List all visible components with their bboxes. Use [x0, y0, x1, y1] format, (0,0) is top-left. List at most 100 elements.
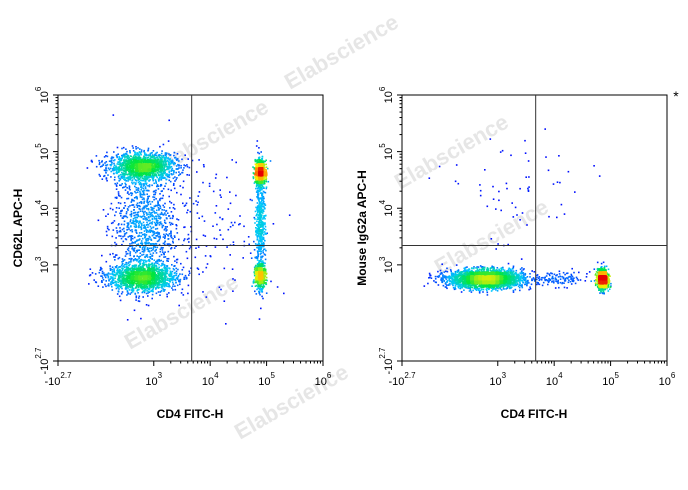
event-dot: [262, 212, 264, 214]
event-dot: [138, 271, 140, 274]
event-dot: [174, 180, 176, 182]
event-dot: [109, 167, 112, 170]
event-dot: [179, 280, 181, 283]
event-dot: [166, 270, 169, 273]
event-dot: [112, 156, 115, 159]
event-dot: [147, 250, 150, 252]
event-dot: [160, 284, 163, 286]
event-dot: [124, 185, 127, 188]
event-dot: [136, 197, 138, 200]
event-dot: [160, 172, 163, 174]
event-dot: [157, 179, 160, 182]
event-dot: [176, 153, 179, 155]
event-dot: [265, 279, 268, 281]
event-dot: [171, 279, 173, 282]
event-dot: [186, 174, 188, 176]
event-dot: [161, 285, 163, 288]
event-dot: [119, 202, 122, 205]
event-dot: [148, 177, 150, 179]
event-dot: [170, 170, 172, 172]
event-dot: [161, 277, 164, 279]
event-dot: [127, 269, 130, 272]
event-dot: [105, 215, 107, 217]
event-dot: [129, 220, 132, 223]
event-dot: [142, 268, 144, 271]
event-dot: [126, 280, 129, 282]
event-dot: [159, 237, 161, 239]
event-dot: [155, 232, 158, 234]
event-dot: [114, 166, 116, 169]
event-dot: [139, 226, 142, 228]
event-dot: [130, 282, 133, 284]
event-dot: [259, 287, 261, 289]
event-dot: [124, 274, 127, 277]
event-dot: [131, 172, 133, 175]
event-dot: [247, 236, 250, 238]
event-dot: [261, 295, 263, 298]
event-dot: [259, 253, 262, 255]
event-dot: [113, 159, 115, 162]
event-dot: [256, 206, 259, 209]
event-dot: [154, 224, 157, 227]
event-dot: [159, 161, 161, 164]
event-dot: [159, 154, 161, 156]
event-dot: [124, 269, 126, 271]
event-dot: [127, 155, 130, 157]
event-dot: [138, 273, 140, 275]
event-dot: [145, 204, 147, 207]
event-dot: [159, 157, 161, 159]
event-dot: [160, 253, 163, 256]
event-dot: [123, 278, 125, 280]
event-dot: [144, 177, 147, 180]
event-dot: [152, 169, 154, 172]
event-dot: [258, 265, 260, 267]
event-dot: [196, 267, 199, 269]
event-dot: [150, 209, 153, 211]
event-dot: [163, 242, 166, 244]
event-dot: [262, 242, 264, 245]
event-dot: [129, 293, 131, 295]
event-dot: [166, 260, 168, 262]
event-dot: [153, 173, 156, 175]
event-dot: [254, 210, 257, 213]
event-dot: [149, 230, 152, 233]
event-dot: [121, 291, 124, 293]
event-dot: [138, 182, 141, 185]
event-dot: [159, 160, 162, 162]
event-dot: [102, 286, 104, 288]
event-dot: [136, 260, 138, 262]
event-dot: [195, 238, 198, 241]
event-dot: [176, 177, 178, 179]
event-dot: [149, 152, 152, 155]
event-dot: [142, 212, 145, 214]
event-dot: [147, 280, 150, 282]
event-dot: [100, 267, 102, 269]
event-dot: [143, 202, 145, 204]
event-dot: [161, 283, 164, 285]
event-dot: [132, 147, 134, 149]
event-dot: [260, 182, 263, 184]
event-dot: [264, 232, 267, 235]
event-dot: [188, 237, 190, 240]
event-dot: [260, 283, 263, 285]
event-dot: [117, 191, 120, 193]
event-dot: [136, 280, 139, 282]
event-dot: [261, 188, 263, 191]
event-dot: [164, 273, 167, 275]
event-dot: [136, 278, 139, 281]
event-dot: [162, 272, 165, 274]
event-dot: [164, 212, 166, 214]
event-dot: [257, 189, 260, 192]
event-dot: [253, 274, 256, 277]
event-dot: [259, 208, 261, 210]
event-dot: [102, 209, 105, 211]
event-dot: [121, 267, 123, 269]
event-dot: [165, 233, 168, 235]
event-dot: [122, 279, 124, 282]
event-dot: [202, 164, 205, 166]
event-dot: [258, 216, 261, 219]
event-dot: [262, 261, 265, 264]
event-dot: [119, 212, 121, 215]
event-dot: [232, 241, 235, 243]
event-dot: [261, 161, 264, 164]
